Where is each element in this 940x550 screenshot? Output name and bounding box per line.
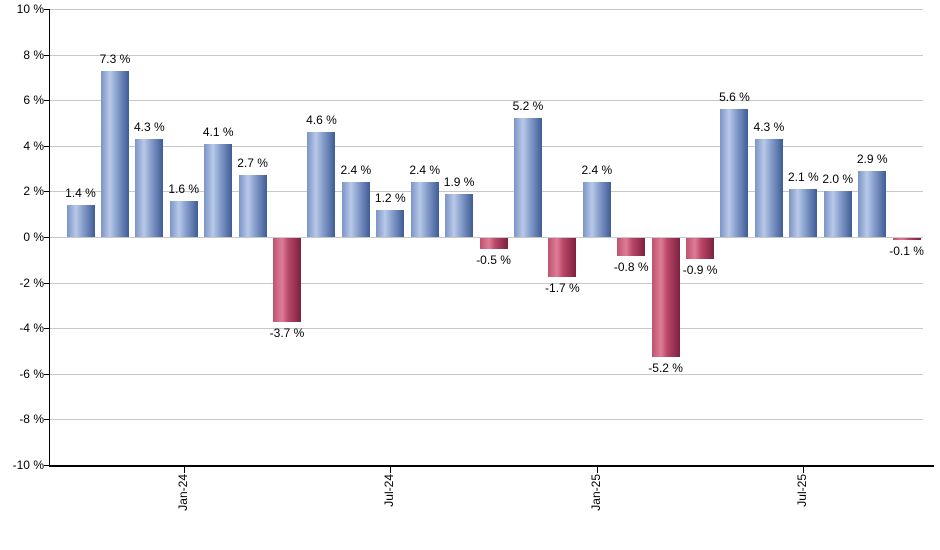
gridline--4	[49, 328, 923, 330]
y-tick--4	[43, 328, 49, 330]
x-tick-Jul-25	[803, 466, 805, 473]
bar-value-label-12: -0.5 %	[476, 253, 511, 268]
x-tick-label-Jul-25: Jul-25	[795, 474, 810, 507]
bar-5-positive	[238, 175, 267, 237]
gridline-6	[49, 100, 923, 102]
bar-value-label-18: -0.9 %	[682, 262, 718, 277]
bar-24-negative	[892, 238, 921, 241]
bar-15-positive	[582, 182, 611, 237]
bar-2-positive	[135, 138, 164, 237]
bar-11-positive	[445, 193, 474, 237]
bar-9-positive	[376, 209, 405, 237]
bar-value-label-17: -5.2 %	[648, 360, 683, 375]
bar-13-positive	[513, 118, 542, 237]
y-tick-label-2: 2 %	[23, 184, 44, 199]
y-tick--8	[43, 419, 49, 421]
bar-12-negative	[479, 238, 508, 250]
x-tick-Jan-25	[596, 466, 598, 473]
y-tick-label--4: -4 %	[19, 321, 44, 336]
x-tick-label-Jul-24: Jul-24	[382, 474, 397, 507]
y-tick-4	[43, 145, 49, 147]
bar-value-label-7: 4.6 %	[306, 113, 337, 128]
bar-3-positive	[169, 200, 198, 237]
bar-value-label-13: 5.2 %	[512, 99, 544, 114]
y-tick-label--8: -8 %	[19, 412, 44, 427]
y-tick-10	[43, 9, 49, 10]
bar-19-positive	[720, 109, 749, 237]
bar-value-label-11: 1.9 %	[443, 174, 475, 189]
bar-7-positive	[307, 132, 336, 237]
x-tick-label-Jan-24: Jan-24	[175, 474, 190, 511]
gridline--6	[49, 373, 923, 375]
bar-value-label-1: 7.3 %	[99, 51, 131, 66]
y-tick-label-8: 8 %	[23, 47, 44, 62]
y-tick--10	[43, 465, 49, 466]
bar-8-positive	[341, 182, 370, 237]
gridline-8	[49, 54, 923, 56]
bar-23-positive	[858, 170, 887, 237]
x-axis-line	[48, 465, 935, 467]
bar-6-negative	[273, 238, 302, 323]
bar-value-label-21: 2.1 %	[787, 170, 819, 185]
bar-10-positive	[410, 182, 439, 237]
y-tick-2	[43, 191, 49, 193]
gridline-2	[49, 191, 923, 193]
bar-4-positive	[204, 143, 233, 237]
bar-value-label-10: 2.4 %	[409, 163, 441, 178]
bar-value-label-2: 4.3 %	[133, 119, 165, 134]
bar-value-label-23: 2.9 %	[856, 151, 888, 166]
y-tick-label-0: 0 %	[23, 230, 44, 244]
bar-value-label-5: 2.7 %	[237, 156, 268, 171]
y-tick-label-10: 10 %	[16, 2, 44, 16]
bar-value-label-14: -1.7 %	[545, 280, 580, 295]
y-tick--6	[43, 373, 49, 375]
x-tick-Jan-24	[183, 466, 185, 473]
y-tick-6	[43, 100, 49, 102]
x-tick-Jul-24	[390, 466, 392, 473]
bar-value-label-24: -0.1 %	[889, 244, 924, 259]
bar-value-label-20: 4.3 %	[753, 119, 785, 134]
bar-value-label-4: 4.1 %	[202, 124, 234, 139]
y-tick--2	[43, 282, 49, 284]
gridline-4	[49, 145, 923, 147]
bar-value-label-22: 2.0 %	[822, 172, 854, 187]
y-tick-label--2: -2 %	[19, 275, 44, 290]
y-tick-0	[43, 237, 49, 238]
bar-20-positive	[754, 138, 783, 237]
gridline-0	[49, 237, 923, 238]
bar-value-label-8: 2.4 %	[340, 163, 372, 178]
bar-value-label-0: 1.4 %	[65, 186, 96, 201]
bar-value-label-15: 2.4 %	[581, 163, 613, 178]
bar-value-label-6: -3.7 %	[269, 326, 305, 341]
bar-21-positive	[789, 189, 818, 237]
bar-1-positive	[100, 70, 129, 237]
bar-0-positive	[66, 205, 95, 237]
y-tick-label-6: 6 %	[23, 93, 44, 108]
y-tick-label--6: -6 %	[19, 366, 44, 381]
gridline-10	[49, 9, 923, 10]
bar-value-label-9: 1.2 %	[374, 190, 406, 205]
bar-14-negative	[548, 238, 577, 277]
bar-18-negative	[686, 238, 715, 259]
bar-16-negative	[617, 238, 646, 257]
bar-value-label-3: 1.6 %	[168, 181, 200, 196]
y-axis-line	[48, 9, 51, 467]
gridline--8	[49, 419, 923, 421]
bar-22-positive	[823, 191, 852, 237]
y-tick-label--10: -10 %	[12, 458, 44, 472]
bar-value-label-16: -0.8 %	[613, 260, 649, 275]
y-tick-label-4: 4 %	[23, 138, 44, 153]
x-tick-label-Jan-25: Jan-25	[588, 474, 603, 511]
gridline--2	[49, 282, 923, 284]
bar-value-label-19: 5.6 %	[719, 90, 750, 105]
y-tick-8	[43, 54, 49, 56]
bar-17-negative	[651, 238, 680, 357]
